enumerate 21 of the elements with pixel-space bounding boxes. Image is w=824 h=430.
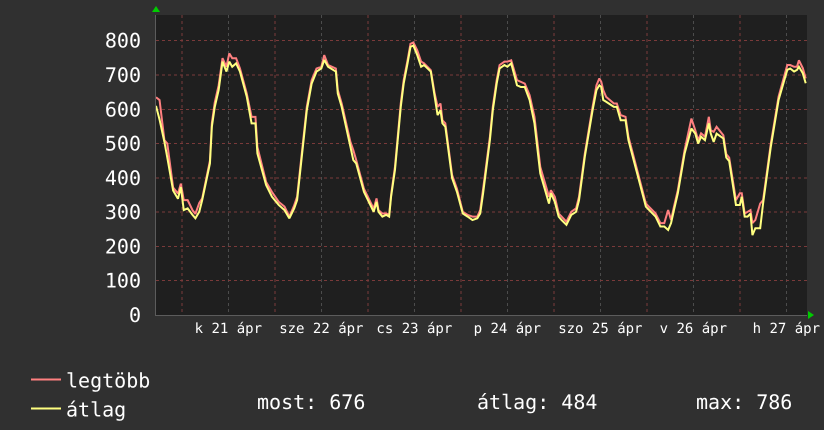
y-tick-label: 500 — [104, 132, 141, 156]
y-tick-label: 800 — [104, 28, 141, 53]
y-tick-label: 0 — [128, 303, 141, 327]
y-tick-label: 600 — [104, 97, 141, 122]
x-tick-label: cs 23 ápr — [376, 320, 452, 337]
x-tick-label: p 24 ápr — [474, 320, 542, 337]
x-tick-label: v 26 ápr — [660, 320, 728, 337]
text: most: 676 — [257, 390, 366, 414]
legend-label: átlag — [66, 397, 126, 422]
y-tick-label: 200 — [104, 234, 141, 258]
x-tick-label: h 27 ápr — [752, 320, 820, 337]
x-tick-label: k 21 ápr — [194, 320, 262, 337]
text: max: 786 — [696, 390, 792, 414]
y-tick-label: 700 — [104, 63, 141, 87]
x-tick-label: szo 25 ápr — [558, 320, 642, 337]
y-tick-label: 100 — [104, 268, 141, 293]
y-tick-label: 400 — [104, 166, 141, 190]
x-tick-label: sze 22 ápr — [279, 320, 364, 337]
y-tick-label: 300 — [104, 200, 141, 224]
text: átlag: 484 — [477, 390, 598, 414]
legend-label: legtöbb — [66, 368, 150, 392]
